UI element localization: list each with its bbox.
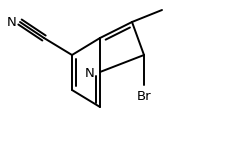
Text: N: N xyxy=(85,66,95,79)
Text: N: N xyxy=(7,16,17,29)
Text: Br: Br xyxy=(137,90,151,103)
